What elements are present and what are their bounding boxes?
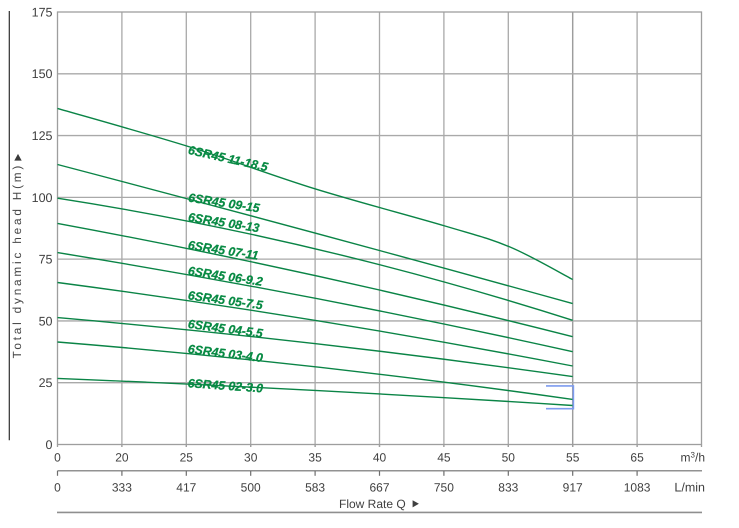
svg-text:333: 333 (112, 481, 132, 495)
svg-text:6SR45 06-9.2: 6SR45 06-9.2 (187, 264, 264, 289)
svg-text:Flow Rate Q: Flow Rate Q (339, 497, 406, 511)
svg-text:75: 75 (39, 253, 53, 267)
svg-text:25: 25 (39, 376, 53, 390)
svg-text:35: 35 (308, 451, 322, 465)
svg-text:0: 0 (54, 481, 61, 495)
svg-text:6SR45 11-18.5: 6SR45 11-18.5 (187, 143, 269, 174)
svg-text:50: 50 (502, 451, 516, 465)
svg-text:667: 667 (369, 481, 389, 495)
svg-text:175: 175 (32, 5, 53, 19)
svg-text:45: 45 (437, 451, 451, 465)
svg-text:20: 20 (115, 451, 129, 465)
svg-text:55: 55 (566, 451, 580, 465)
svg-text:583: 583 (305, 481, 325, 495)
svg-text:500: 500 (241, 481, 261, 495)
svg-text:750: 750 (434, 481, 454, 495)
svg-text:0: 0 (54, 451, 61, 465)
svg-text:40: 40 (373, 451, 387, 465)
svg-text:6SR45 02-3.0: 6SR45 02-3.0 (187, 376, 263, 395)
svg-text:150: 150 (32, 67, 53, 81)
svg-text:125: 125 (32, 129, 53, 143)
svg-text:65: 65 (630, 451, 644, 465)
svg-text:25: 25 (180, 451, 194, 465)
svg-text:0: 0 (46, 438, 53, 452)
svg-text:417: 417 (176, 481, 196, 495)
svg-text:1083: 1083 (624, 481, 651, 495)
svg-text:917: 917 (563, 481, 583, 495)
svg-text:6SR45 05-7.5: 6SR45 05-7.5 (187, 288, 264, 312)
svg-text:6SR45 03-4.0: 6SR45 03-4.0 (187, 342, 264, 365)
svg-text:m3/h: m3/h (681, 451, 705, 465)
svg-text:50: 50 (39, 314, 53, 328)
svg-text:Total dynamic head H(m): Total dynamic head H(m) (10, 163, 24, 359)
svg-text:833: 833 (498, 481, 518, 495)
svg-text:30: 30 (244, 451, 258, 465)
svg-text:L/min: L/min (674, 481, 705, 495)
svg-text:100: 100 (32, 191, 53, 205)
